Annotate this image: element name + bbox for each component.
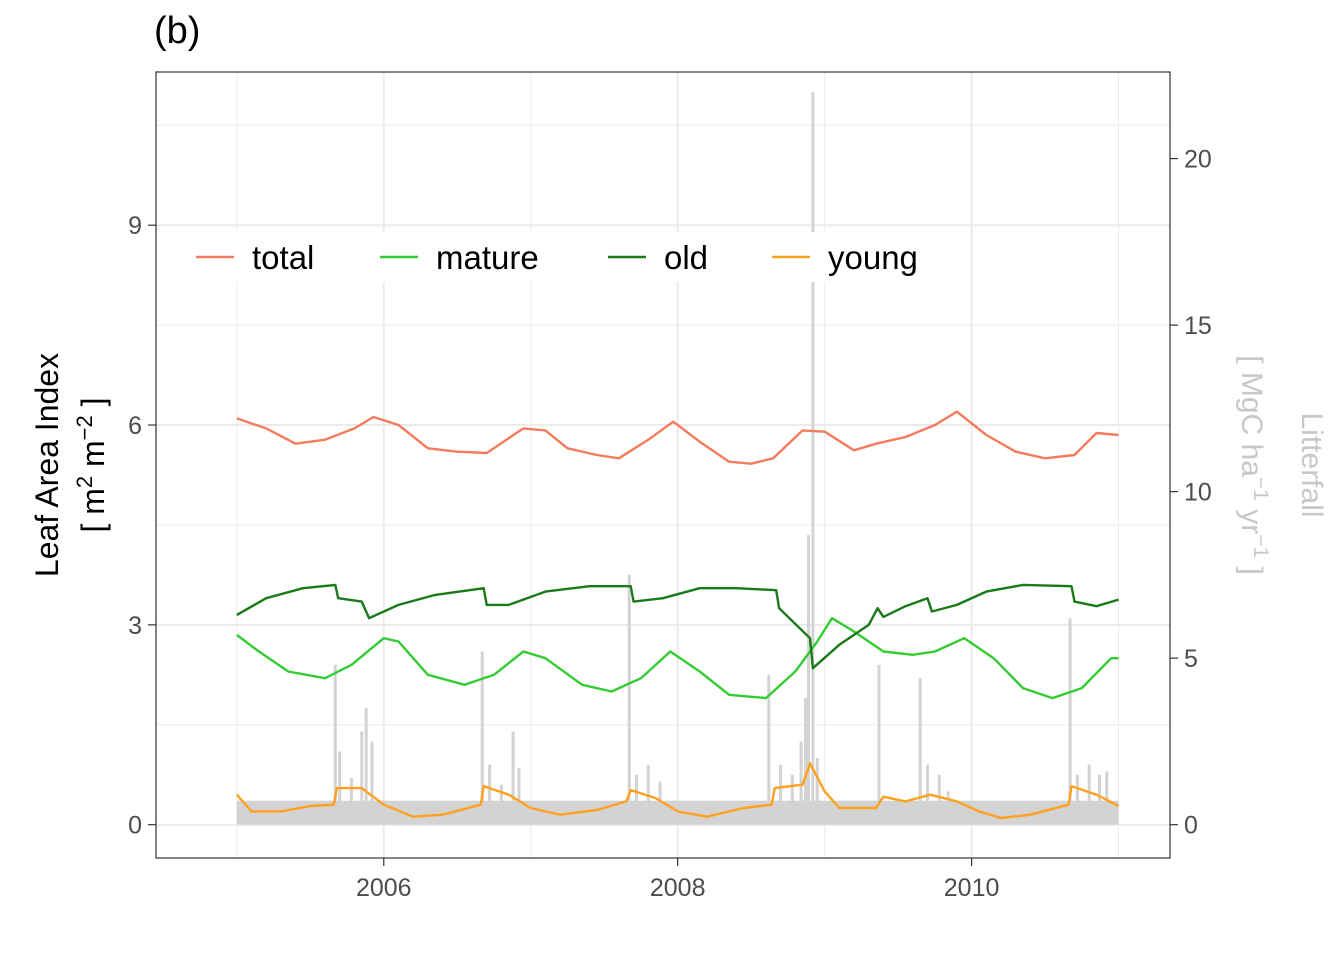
y-unit-sup2: −2: [72, 415, 97, 440]
litterfall-bar: [946, 791, 950, 825]
y-unit-mid: m: [75, 440, 111, 476]
y-tick-label: 0: [128, 812, 142, 840]
x-tick-label: 2006: [356, 874, 412, 902]
litterfall-bar: [333, 664, 337, 825]
litterfall-bar: [1097, 774, 1101, 825]
litterfall-bar: [806, 534, 810, 825]
x-tick-label: 2008: [650, 874, 706, 902]
litterfall-bar: [364, 708, 368, 825]
litterfall-bar: [918, 678, 922, 825]
litterfall-bar: [1075, 774, 1079, 825]
litterfall-bars: [236, 91, 1119, 825]
litterfall-bar: [1105, 771, 1109, 825]
axis-ticks: 2006 2008 2010 0 3 6 9 0 5 10 15 20: [128, 146, 1212, 902]
litterfall-bar: [815, 758, 819, 825]
litterfall-bar: [658, 781, 662, 825]
y2-axis-title: Litterfall: [1295, 412, 1328, 517]
y2-axis-unit: [ MgC ha−1 yr−1 ]: [1235, 355, 1272, 575]
series-line-total: [236, 410, 1119, 465]
y-unit-close: ]: [75, 397, 111, 415]
legend-label-young: young: [828, 239, 918, 276]
litterfall-bar: [1068, 618, 1072, 825]
litterfall-bar: [767, 674, 771, 825]
litterfall-bar: [779, 764, 783, 825]
y2-tick-label: 5: [1184, 645, 1198, 673]
y2-tick-label: 10: [1184, 479, 1212, 507]
litterfall-bar: [480, 651, 484, 825]
series-line-old: [236, 583, 1119, 670]
y-tick-label: 6: [128, 412, 142, 440]
litterfall-bar: [349, 778, 353, 825]
litterfall-bar: [499, 784, 503, 825]
litterfall-bar: [1087, 764, 1091, 825]
litterfall-bar: [511, 731, 515, 825]
series-lines: [235, 410, 1120, 820]
y-axis-unit: [ m2 m−2 ]: [72, 397, 111, 532]
litterfall-baseline: [236, 800, 1119, 825]
legend: total mature old young: [186, 232, 946, 282]
litterfall-bar: [635, 774, 639, 825]
y2-tick-label: 15: [1184, 312, 1212, 340]
litterfall-bar: [488, 764, 492, 825]
series-line-mature: [236, 617, 1119, 700]
grid: [156, 72, 1170, 858]
litterfall-bar: [627, 574, 631, 825]
panel-label: (b): [154, 10, 201, 52]
y-tick-label: 9: [128, 212, 142, 240]
litterfall-bar: [370, 741, 374, 825]
y2-tick-label: 0: [1184, 812, 1198, 840]
litterfall-bar: [517, 768, 521, 825]
y2-unit-sup2: −1: [1249, 534, 1272, 558]
legend-label-total: total: [252, 239, 314, 276]
y2-unit-open: [ MgC ha: [1235, 355, 1268, 477]
legend-label-old: old: [664, 239, 708, 276]
y-unit-open: [ m: [75, 488, 111, 532]
y2-unit-mid: yr: [1235, 501, 1268, 534]
y-unit-sup1: 2: [72, 476, 97, 488]
litterfall-bar: [360, 731, 364, 825]
litterfall-bar: [877, 664, 881, 825]
litterfall-bar: [937, 774, 941, 825]
y2-unit-sup1: −1: [1249, 477, 1272, 501]
litterfall-bar: [804, 698, 808, 825]
panel-border: [155, 71, 1171, 859]
y-axis-title: Leaf Area Index: [29, 353, 65, 577]
x-tick-label: 2010: [944, 874, 1000, 902]
y-tick-label: 3: [128, 612, 142, 640]
litterfall-bar: [790, 774, 794, 825]
legend-label-mature: mature: [436, 239, 539, 276]
litterfall-bar: [811, 91, 815, 825]
series-line-young: [235, 762, 1120, 820]
litterfall-bar: [799, 741, 803, 825]
y2-unit-close: ]: [1235, 558, 1268, 575]
y2-tick-label: 20: [1184, 146, 1212, 174]
legend-background: [186, 232, 946, 282]
